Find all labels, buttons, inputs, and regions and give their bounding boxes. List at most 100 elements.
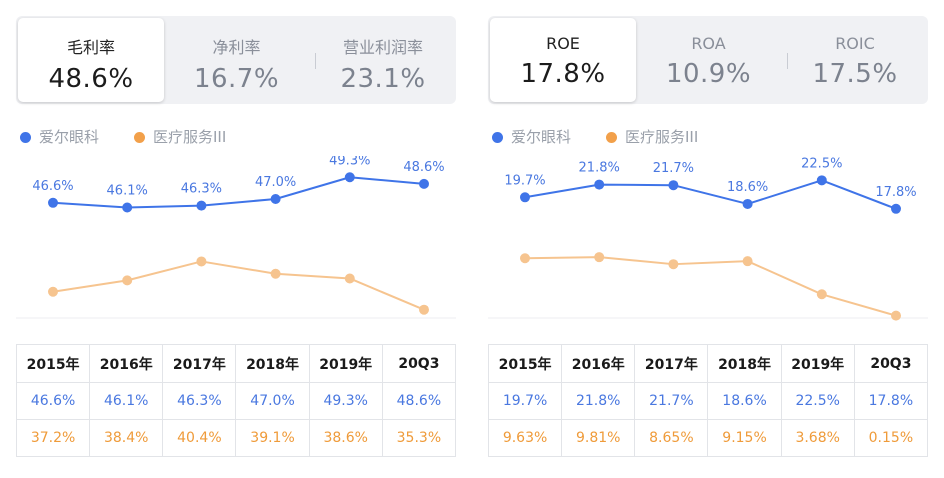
data-point bbox=[520, 253, 530, 264]
table-row-company: 46.6% 46.1% 46.3% 47.0% 49.3% 48.6% bbox=[15, 382, 457, 420]
data-label: 19.7% bbox=[504, 173, 545, 188]
metric-tab-roa[interactable]: ROA 10.9% bbox=[636, 16, 781, 104]
table-row-industry: 9.63% 9.81% 8.65% 9.15% 3.68% 0.15% bbox=[487, 419, 929, 457]
metric-tabs: 毛利率 48.6% 净利率 16.7% 营业利润率 23.1% bbox=[16, 16, 456, 104]
legend-dot-icon bbox=[492, 132, 503, 143]
table-cell: 0.15% bbox=[853, 419, 929, 457]
table-header-cell: 20Q3 bbox=[381, 344, 457, 383]
data-label: 22.5% bbox=[801, 156, 842, 171]
table-header-row: 2015年 2016年 2017年 2018年 2019年 20Q3 bbox=[487, 344, 929, 383]
series-line bbox=[52, 260, 425, 311]
data-point bbox=[742, 256, 753, 267]
data-point bbox=[344, 273, 355, 284]
table-header-cell: 2018年 bbox=[235, 344, 310, 383]
metric-value: 16.7% bbox=[193, 64, 280, 94]
table-header-cell: 2015年 bbox=[487, 344, 563, 383]
legend-item-industry[interactable]: 医疗服务III bbox=[606, 126, 698, 147]
data-point bbox=[668, 180, 679, 191]
table-header-cell: 2016年 bbox=[561, 344, 636, 383]
legend-label: 医疗服务III bbox=[153, 128, 227, 146]
table-cell: 21.8% bbox=[561, 382, 636, 420]
data-label: 46.3% bbox=[181, 182, 222, 197]
data-label: 21.7% bbox=[653, 161, 694, 176]
legend-dot-icon bbox=[606, 132, 617, 143]
line-chart: 46.6% 46.1% 46.3% 47.0% 49.3% 48.6% bbox=[16, 156, 456, 326]
table-header-row: 2015年 2016年 2017年 2018年 2019年 20Q3 bbox=[15, 344, 457, 383]
data-point bbox=[891, 203, 901, 214]
table-row-company: 19.7% 21.8% 21.7% 18.6% 22.5% 17.8% bbox=[487, 382, 929, 420]
data-point bbox=[344, 172, 355, 183]
table-cell: 46.6% bbox=[15, 382, 91, 420]
table-header-cell: 2019年 bbox=[780, 344, 855, 383]
metric-label: 营业利润率 bbox=[342, 38, 423, 57]
data-point bbox=[122, 275, 133, 286]
legend-item-company[interactable]: 爱尔眼科 bbox=[20, 126, 99, 147]
table-header-cell: 2017年 bbox=[634, 344, 709, 383]
data-point bbox=[196, 256, 207, 267]
table-cell: 9.15% bbox=[707, 419, 782, 457]
metric-label: ROE bbox=[546, 34, 580, 53]
table-cell: 49.3% bbox=[308, 382, 383, 420]
data-label: 18.6% bbox=[727, 180, 768, 195]
data-label: 49.3% bbox=[329, 156, 370, 168]
table-cell: 48.6% bbox=[381, 382, 457, 420]
data-point bbox=[48, 197, 58, 208]
table-cell: 40.4% bbox=[162, 419, 237, 457]
legend-label: 医疗服务III bbox=[625, 128, 699, 146]
data-point bbox=[270, 194, 281, 205]
metric-value: 17.5% bbox=[812, 59, 898, 89]
return-panel: ROE 17.8% ROA 10.9% ROIC 17.5% 爱尔眼科 医疗服务… bbox=[487, 16, 929, 466]
data-label: 48.6% bbox=[403, 160, 444, 175]
data-point bbox=[742, 198, 753, 209]
metric-tab-net-margin[interactable]: 净利率 16.7% bbox=[164, 16, 309, 104]
table-row-industry: 37.2% 38.4% 40.4% 39.1% 38.6% 35.3% bbox=[15, 419, 457, 457]
series-line bbox=[52, 176, 425, 209]
legend-item-industry[interactable]: 医疗服务III bbox=[134, 126, 226, 147]
table-header-cell: 2019年 bbox=[308, 344, 383, 383]
table-header-cell: 2017年 bbox=[162, 344, 237, 383]
table-cell: 22.5% bbox=[780, 382, 855, 420]
metric-label: ROA bbox=[691, 34, 726, 53]
legend-label: 爱尔眼科 bbox=[511, 128, 572, 146]
data-point bbox=[520, 192, 530, 203]
table-cell: 38.4% bbox=[89, 419, 164, 457]
data-point bbox=[270, 268, 281, 279]
metric-tab-operating-margin[interactable]: 营业利润率 23.1% bbox=[310, 16, 456, 104]
data-point bbox=[196, 200, 207, 211]
divider bbox=[787, 53, 788, 69]
line-chart-svg: 46.6% 46.1% 46.3% 47.0% 49.3% 48.6% bbox=[16, 156, 456, 319]
data-point bbox=[594, 179, 605, 190]
legend-label: 爱尔眼科 bbox=[39, 128, 100, 146]
metric-tab-roic[interactable]: ROIC 17.5% bbox=[782, 16, 928, 104]
data-point bbox=[816, 175, 827, 186]
line-chart: 19.7% 21.8% 21.7% 18.6% 22.5% 17.8% bbox=[488, 156, 928, 326]
metric-value: 10.9% bbox=[665, 59, 752, 89]
table-cell: 39.1% bbox=[235, 419, 310, 457]
table-header-cell: 2015年 bbox=[15, 344, 91, 383]
table-cell: 8.65% bbox=[634, 419, 709, 457]
line-chart-svg: 19.7% 21.8% 21.7% 18.6% 22.5% 17.8% bbox=[488, 156, 928, 321]
metric-tabs: ROE 17.8% ROA 10.9% ROIC 17.5% bbox=[488, 16, 928, 104]
metric-label: 净利率 bbox=[212, 38, 261, 57]
table-cell: 3.68% bbox=[780, 419, 855, 457]
table-cell: 46.3% bbox=[162, 382, 237, 420]
metric-tab-gross-margin[interactable]: 毛利率 48.6% bbox=[18, 18, 164, 102]
table-header-cell: 20Q3 bbox=[853, 344, 929, 383]
series-line bbox=[524, 179, 897, 210]
table-header-cell: 2018年 bbox=[707, 344, 782, 383]
data-label: 21.8% bbox=[579, 161, 620, 176]
metric-tab-roe[interactable]: ROE 17.8% bbox=[490, 18, 636, 102]
data-point bbox=[891, 310, 901, 321]
divider bbox=[315, 53, 316, 69]
table-cell: 18.6% bbox=[707, 382, 782, 420]
table-cell: 9.63% bbox=[487, 419, 563, 457]
data-table: 2015年 2016年 2017年 2018年 2019年 20Q3 19.7%… bbox=[487, 344, 929, 457]
data-point bbox=[816, 289, 827, 300]
data-label: 17.8% bbox=[875, 185, 916, 200]
table-cell: 47.0% bbox=[235, 382, 310, 420]
data-table: 2015年 2016年 2017年 2018年 2019年 20Q3 46.6%… bbox=[15, 344, 457, 457]
table-cell: 38.6% bbox=[308, 419, 383, 457]
legend-item-company[interactable]: 爱尔眼科 bbox=[492, 126, 571, 147]
profitability-panel: 毛利率 48.6% 净利率 16.7% 营业利润率 23.1% 爱尔眼科 医疗服… bbox=[15, 16, 457, 466]
data-point bbox=[48, 286, 58, 297]
